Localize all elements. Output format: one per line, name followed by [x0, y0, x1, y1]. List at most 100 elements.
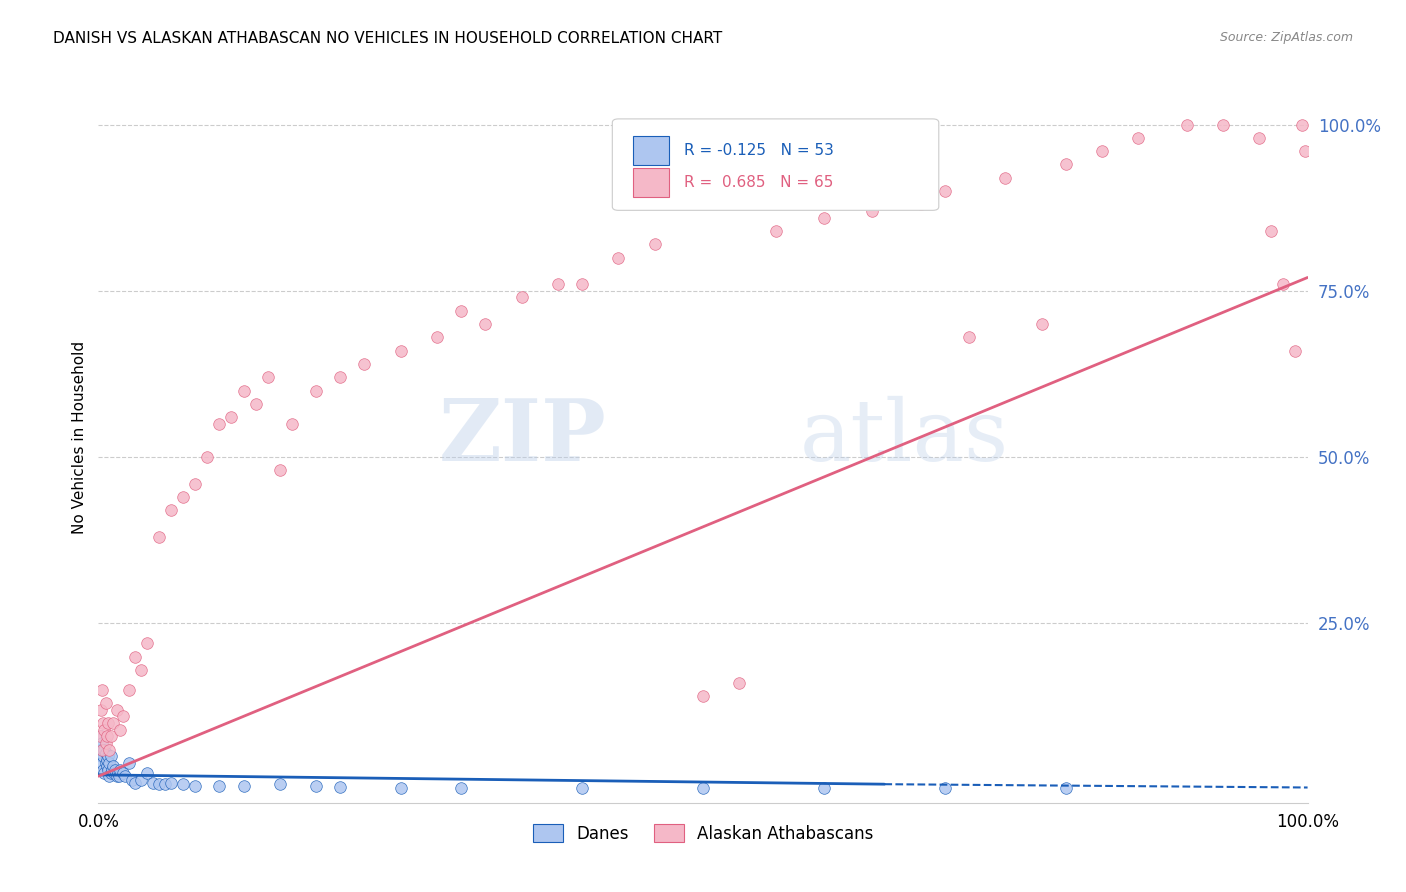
Point: [692, 780, 714, 795]
Y-axis label: No Vehicles in Household: No Vehicles in Household: [72, 341, 87, 533]
Point: [153, 777, 176, 791]
Point: [1212, 118, 1234, 132]
Point: [101, 716, 124, 731]
Point: [97, 716, 120, 731]
Point: [1249, 131, 1271, 145]
Point: [934, 184, 956, 198]
Point: [571, 277, 593, 292]
Point: [96, 729, 118, 743]
Text: R = -0.125   N = 53: R = -0.125 N = 53: [683, 143, 834, 158]
Point: [89, 729, 111, 743]
Point: [91, 763, 114, 777]
Point: [96, 753, 118, 767]
Point: [94, 696, 117, 710]
FancyBboxPatch shape: [633, 168, 669, 197]
FancyBboxPatch shape: [613, 119, 939, 211]
Point: [94, 746, 117, 760]
Text: Source: ZipAtlas.com: Source: ZipAtlas.com: [1219, 31, 1353, 45]
Point: [160, 503, 183, 517]
Point: [98, 742, 121, 756]
Point: [184, 476, 207, 491]
Point: [450, 780, 472, 795]
Point: [389, 343, 412, 358]
Point: [813, 211, 835, 225]
Point: [245, 397, 267, 411]
Point: [108, 769, 131, 783]
Point: [172, 777, 194, 791]
Point: [93, 765, 115, 780]
Point: [111, 709, 134, 723]
Point: [269, 463, 291, 477]
Point: [692, 690, 714, 704]
Point: [148, 530, 170, 544]
Point: [114, 769, 136, 783]
Point: [1294, 144, 1316, 158]
Point: [728, 676, 751, 690]
Point: [135, 636, 157, 650]
Point: [1291, 118, 1313, 132]
Text: ZIP: ZIP: [439, 395, 606, 479]
Point: [510, 290, 533, 304]
Point: [103, 765, 125, 780]
Point: [91, 682, 114, 697]
Point: [389, 780, 412, 795]
Point: [91, 749, 114, 764]
Point: [644, 237, 666, 252]
Point: [124, 776, 146, 790]
Point: [118, 756, 141, 770]
Point: [910, 197, 932, 211]
Point: [1128, 131, 1150, 145]
Point: [91, 736, 114, 750]
Point: [98, 769, 121, 783]
Point: [91, 742, 114, 756]
Point: [107, 765, 129, 780]
Point: [1260, 224, 1282, 238]
Point: [100, 763, 122, 777]
Point: [135, 765, 157, 780]
Point: [208, 779, 231, 793]
FancyBboxPatch shape: [633, 136, 669, 165]
Point: [98, 756, 121, 770]
Point: [94, 736, 117, 750]
Point: [93, 742, 115, 756]
Point: [89, 742, 111, 756]
Point: [474, 317, 496, 331]
Point: [142, 776, 165, 790]
Point: [100, 749, 122, 764]
Point: [105, 769, 128, 783]
Point: [91, 742, 114, 756]
Point: [269, 777, 291, 791]
Point: [172, 490, 194, 504]
Legend: Danes, Alaskan Athabascans: Danes, Alaskan Athabascans: [526, 818, 880, 849]
Point: [547, 277, 569, 292]
Point: [353, 357, 375, 371]
Point: [232, 779, 254, 793]
Point: [108, 763, 131, 777]
Point: [184, 779, 207, 793]
Point: [450, 303, 472, 318]
Point: [129, 663, 152, 677]
Point: [305, 779, 328, 793]
Point: [195, 450, 218, 464]
Point: [1054, 780, 1077, 795]
Text: R =  0.685   N = 65: R = 0.685 N = 65: [683, 175, 832, 190]
Point: [90, 703, 112, 717]
Text: DANISH VS ALASKAN ATHABASCAN NO VEHICLES IN HOUSEHOLD CORRELATION CHART: DANISH VS ALASKAN ATHABASCAN NO VEHICLES…: [53, 31, 723, 46]
Point: [148, 777, 170, 791]
Point: [860, 204, 883, 219]
Point: [329, 370, 352, 384]
Point: [426, 330, 449, 344]
Point: [221, 410, 243, 425]
Point: [957, 330, 980, 344]
Point: [208, 417, 231, 431]
Point: [934, 780, 956, 795]
Point: [104, 763, 127, 777]
Point: [1272, 277, 1295, 292]
Point: [96, 759, 118, 773]
Point: [108, 723, 131, 737]
Point: [97, 763, 120, 777]
Point: [607, 251, 630, 265]
Point: [994, 170, 1017, 185]
Point: [121, 772, 143, 787]
Point: [160, 776, 183, 790]
